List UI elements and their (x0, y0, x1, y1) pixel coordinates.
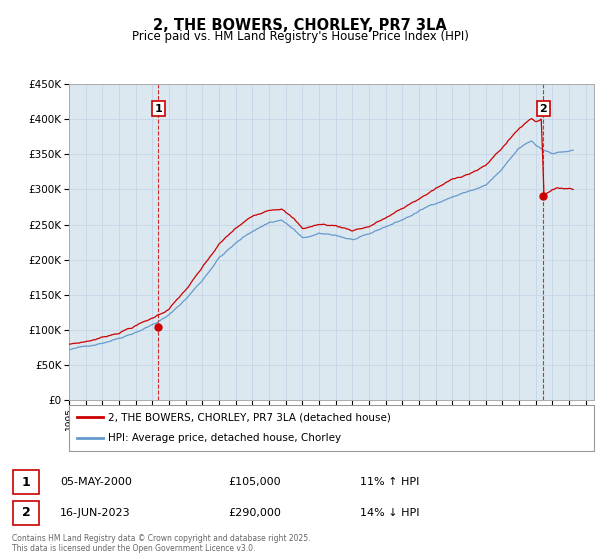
Text: 1: 1 (22, 475, 31, 489)
Text: HPI: Average price, detached house, Chorley: HPI: Average price, detached house, Chor… (109, 433, 341, 444)
Text: £105,000: £105,000 (228, 477, 281, 487)
Text: Price paid vs. HM Land Registry's House Price Index (HPI): Price paid vs. HM Land Registry's House … (131, 30, 469, 43)
Text: 2, THE BOWERS, CHORLEY, PR7 3LA (detached house): 2, THE BOWERS, CHORLEY, PR7 3LA (detache… (109, 412, 391, 422)
FancyBboxPatch shape (13, 470, 40, 494)
FancyBboxPatch shape (69, 405, 594, 451)
Text: 05-MAY-2000: 05-MAY-2000 (60, 477, 132, 487)
Text: 2, THE BOWERS, CHORLEY, PR7 3LA: 2, THE BOWERS, CHORLEY, PR7 3LA (153, 18, 447, 33)
FancyBboxPatch shape (13, 501, 40, 525)
Text: 2: 2 (22, 506, 31, 520)
Text: 11% ↑ HPI: 11% ↑ HPI (360, 477, 419, 487)
Text: Contains HM Land Registry data © Crown copyright and database right 2025.
This d: Contains HM Land Registry data © Crown c… (12, 534, 311, 553)
Text: 14% ↓ HPI: 14% ↓ HPI (360, 508, 419, 518)
Text: £290,000: £290,000 (228, 508, 281, 518)
Text: 2: 2 (539, 104, 547, 114)
Text: 16-JUN-2023: 16-JUN-2023 (60, 508, 131, 518)
Text: 1: 1 (154, 104, 162, 114)
